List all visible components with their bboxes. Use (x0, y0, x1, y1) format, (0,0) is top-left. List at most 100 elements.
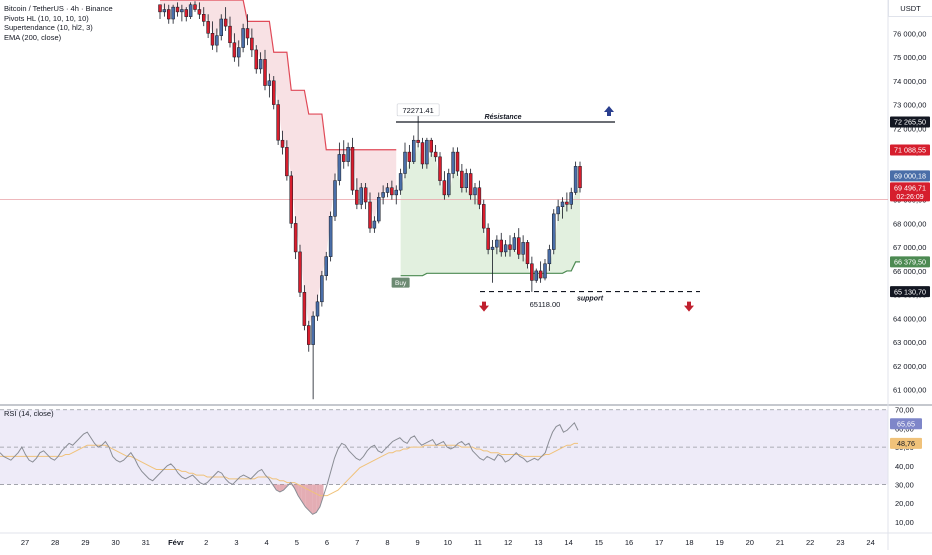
candle-body[interactable] (473, 187, 477, 196)
candle-body[interactable] (517, 237, 521, 255)
candle-body[interactable] (215, 35, 219, 46)
rsi-ma-last-badge-bg[interactable] (890, 437, 922, 449)
candle-body[interactable] (219, 18, 223, 36)
arrow-down-icon[interactable] (684, 301, 694, 312)
candle-body[interactable] (193, 4, 197, 10)
candle-body[interactable] (525, 242, 530, 265)
candle-body[interactable] (162, 9, 167, 13)
pivots-indicator-label[interactable]: Pivots HL (10, 10, 10, 10) (4, 13, 89, 23)
candle-body[interactable] (438, 156, 442, 181)
candle-body[interactable] (556, 206, 560, 215)
currency-button[interactable]: USDT (888, 0, 932, 17)
candle-body[interactable] (499, 239, 503, 253)
candle-body[interactable] (433, 151, 438, 158)
candle-body[interactable] (258, 59, 263, 70)
candle-body[interactable] (197, 9, 202, 15)
candle-body[interactable] (381, 192, 385, 198)
rsi-line[interactable] (0, 421, 579, 515)
candle-body[interactable] (468, 173, 473, 196)
candle-body[interactable] (206, 21, 210, 34)
candle-body[interactable] (302, 292, 307, 326)
candle-body[interactable] (495, 239, 499, 248)
candle-body[interactable] (385, 187, 390, 193)
candle-body[interactable] (158, 4, 162, 13)
symbol-title[interactable]: Bitcoin / TetherUS · 4h · Binance (4, 4, 113, 13)
candle-body[interactable] (298, 251, 302, 293)
candle-body[interactable] (560, 201, 565, 208)
candle-body[interactable] (543, 263, 547, 279)
candle-body[interactable] (447, 173, 451, 196)
candle-body[interactable] (184, 9, 188, 17)
arrow-down-icon[interactable] (479, 301, 489, 312)
candle-body[interactable] (394, 189, 398, 196)
candle-body[interactable] (363, 187, 368, 203)
candle-body[interactable] (420, 142, 425, 165)
candle-body[interactable] (311, 315, 315, 345)
candle-body[interactable] (228, 25, 232, 44)
candle-body[interactable] (333, 180, 337, 217)
candle-body[interactable] (398, 173, 403, 191)
candle-body[interactable] (250, 37, 254, 51)
candle-body[interactable] (425, 139, 429, 165)
candle-body[interactable] (372, 220, 377, 229)
candle-body[interactable] (320, 275, 324, 303)
supertrend-up-line[interactable] (400, 261, 580, 277)
candle-body[interactable] (503, 244, 508, 253)
candle-body[interactable] (565, 201, 569, 205)
candle-body[interactable] (180, 9, 184, 13)
candle-body[interactable] (455, 151, 460, 172)
candle-body[interactable] (442, 180, 447, 196)
arrow-up-icon[interactable] (604, 106, 614, 117)
candle-body[interactable] (223, 18, 228, 27)
candle-body[interactable] (538, 270, 543, 279)
candle-body[interactable] (350, 147, 355, 191)
candle-body[interactable] (464, 173, 468, 188)
ema-indicator-label[interactable]: EMA (200, close) (4, 32, 62, 42)
candle-body[interactable] (293, 223, 298, 253)
resistance-price-badge-bg[interactable] (890, 116, 930, 128)
candle-body[interactable] (167, 9, 171, 20)
candle-body[interactable] (460, 170, 464, 188)
candle-body[interactable] (245, 28, 250, 39)
candle-body[interactable] (232, 42, 237, 58)
candle-body[interactable] (477, 187, 482, 205)
candle-body[interactable] (210, 33, 215, 46)
supertrend-price-badge-bg[interactable] (890, 144, 930, 156)
candle-body[interactable] (241, 28, 245, 48)
candle-body[interactable] (368, 201, 372, 229)
candle-body[interactable] (267, 80, 272, 86)
candle-body[interactable] (482, 204, 486, 229)
candle-body[interactable] (315, 301, 320, 317)
candle-body[interactable] (285, 147, 289, 177)
candle-body[interactable] (512, 237, 517, 250)
candle-body[interactable] (307, 325, 311, 345)
candle-body[interactable] (289, 175, 293, 224)
candle-body[interactable] (521, 242, 525, 255)
candle-body[interactable] (342, 154, 346, 162)
candle-body[interactable] (237, 47, 241, 58)
candle-body[interactable] (547, 249, 552, 265)
candle-body[interactable] (573, 166, 578, 193)
candle-body[interactable] (390, 187, 394, 196)
candle-body[interactable] (254, 49, 258, 70)
supertrend-indicator-label[interactable]: Supertendance (10, hl2, 3) (4, 23, 93, 32)
support-price-badge-bg[interactable] (890, 286, 930, 298)
candle-body[interactable] (272, 80, 276, 105)
candle-body[interactable] (324, 256, 328, 276)
candle-body[interactable] (490, 246, 495, 250)
candle-body[interactable] (276, 104, 280, 141)
last-price-badge-bg[interactable] (890, 182, 930, 202)
candle-body[interactable] (377, 196, 381, 222)
candle-body[interactable] (486, 227, 490, 250)
candle-body[interactable] (175, 6, 180, 13)
supertrend-down-line[interactable] (160, 0, 397, 151)
candle-body[interactable] (407, 151, 412, 162)
candle-body[interactable] (355, 189, 359, 205)
candle-body[interactable] (416, 139, 420, 143)
candle-body[interactable] (530, 263, 534, 281)
candle-body[interactable] (188, 4, 193, 17)
rsi-indicator-label[interactable]: RSI (14, close) (4, 409, 54, 418)
candle-body[interactable] (328, 216, 333, 257)
candle-body[interactable] (569, 192, 573, 205)
